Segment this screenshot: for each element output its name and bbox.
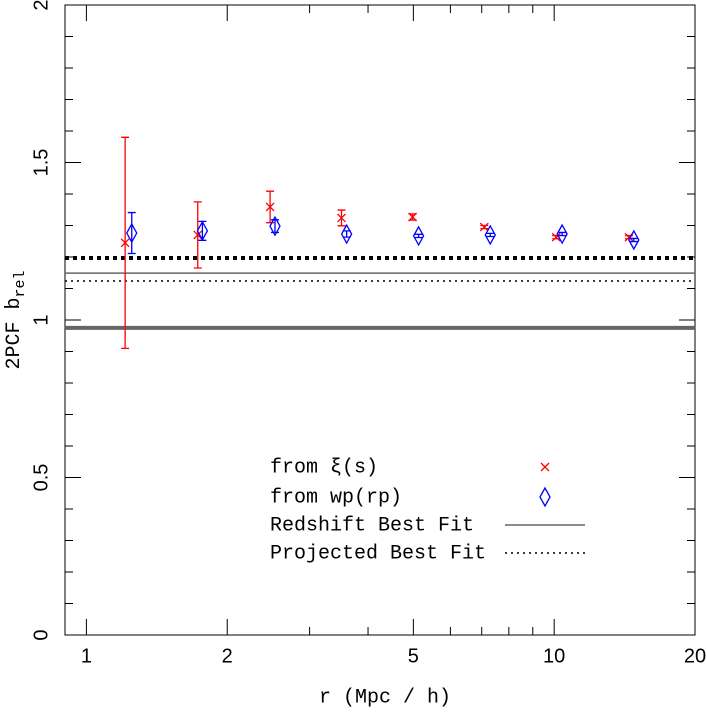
data-point: [196, 220, 209, 242]
data-point: [479, 222, 489, 232]
x-tick-label: 10: [543, 645, 565, 667]
y-label-main: 2PCF b: [3, 298, 26, 370]
data-point: [484, 224, 496, 246]
error-bar: [127, 211, 136, 255]
y-label-sub: rel: [12, 270, 29, 297]
legend-marker: [539, 486, 551, 508]
error-bar: [486, 232, 495, 238]
data-point: [551, 232, 561, 242]
y-tick-label: 1.5: [30, 149, 52, 177]
error-bar: [414, 233, 423, 239]
x-tick-label: 1: [81, 645, 92, 667]
error-bar: [342, 230, 351, 238]
data-point: [120, 238, 130, 248]
data-point: [628, 229, 640, 251]
x-tick-label: 5: [408, 645, 419, 667]
y-tick-label: 1: [30, 314, 52, 325]
x-axis-label: r (Mpc / h): [319, 686, 451, 709]
data-point: [265, 202, 275, 212]
legend-label: Redshift Best Fit: [270, 514, 474, 537]
data-point: [269, 215, 281, 237]
data-point: [337, 213, 346, 223]
error-bar: [270, 219, 279, 234]
data-point: [556, 223, 568, 245]
y-axis-label: 2PCF brel: [3, 270, 29, 369]
legend-marker: [540, 462, 550, 472]
data-point: [412, 225, 425, 247]
plot-frame: [64, 4, 696, 636]
data-point: [125, 222, 138, 244]
y-tick-label: 0.5: [30, 464, 52, 492]
legend-label: Projected Best Fit: [270, 542, 486, 565]
data-point: [340, 223, 353, 245]
x-tick-label: 20: [684, 645, 706, 667]
legend-label: from wp(rp): [270, 486, 402, 509]
y-tick-label: 0: [30, 629, 52, 640]
error-bar: [558, 231, 567, 237]
legend-label: from ξ(s): [270, 456, 378, 479]
error-bar: [629, 237, 638, 243]
y-tick-label: 2: [30, 0, 52, 11]
data-point: [408, 212, 418, 222]
x-tick-label: 2: [222, 645, 233, 667]
